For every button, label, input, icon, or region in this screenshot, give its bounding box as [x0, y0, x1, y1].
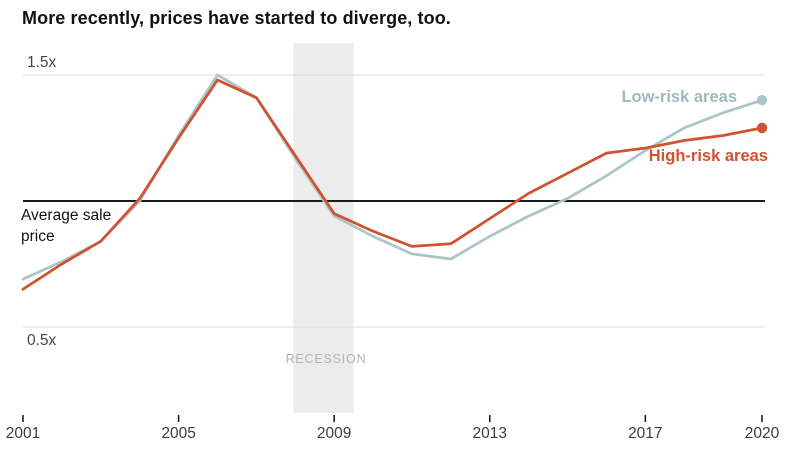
legend-label-low-risk: Low-risk areas [621, 88, 737, 106]
x-tick-label: 2009 [316, 425, 352, 442]
high-risk-endpoint-dot [756, 122, 768, 134]
x-tick-label: 2013 [472, 425, 507, 442]
x-tick-label: 2017 [628, 425, 663, 442]
chart-title: More recently, prices have started to di… [22, 8, 451, 28]
y-axis-label-top: 1.5x [27, 54, 57, 71]
recession-label: RECESSION [285, 352, 367, 366]
recession-band [293, 43, 354, 413]
x-tick-label: 2020 [744, 425, 780, 442]
high-risk-line [21, 78, 764, 291]
x-tick-label: 2001 [5, 425, 41, 442]
y-axis-label-bottom: 0.5x [27, 332, 57, 349]
baseline-label: Average sale price [21, 207, 112, 245]
low-risk-endpoint-dot [756, 95, 768, 106]
x-tick-label: 2005 [161, 425, 196, 442]
legend-label-high-risk: High-risk areas [648, 147, 768, 165]
